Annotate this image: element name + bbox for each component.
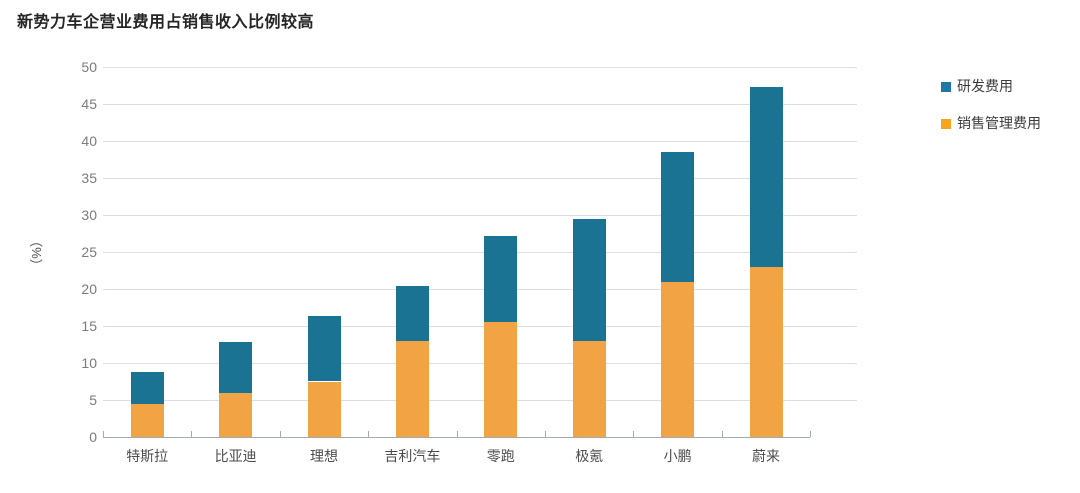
bar-segment-销售管理费用 <box>661 281 695 437</box>
x-axis-tick <box>721 431 723 437</box>
gridline <box>103 400 857 401</box>
x-axis-label: 比亚迪 <box>214 448 257 464</box>
y-tick-label: 15 <box>81 318 97 334</box>
gridline <box>103 178 857 179</box>
legend-label: 销售管理费用 <box>957 115 1041 131</box>
gridline <box>103 215 857 216</box>
x-axis-tick <box>279 431 281 437</box>
y-tick-label: 30 <box>81 207 97 223</box>
y-tick-label: 5 <box>89 392 97 408</box>
x-axis-label: 理想 <box>310 448 338 464</box>
x-axis-tick <box>810 431 812 437</box>
y-tick-label: 45 <box>81 96 97 112</box>
bar-segment-销售管理费用 <box>484 322 518 437</box>
y-tick-label: 20 <box>81 281 97 297</box>
x-axis-label: 小鹏 <box>663 448 692 464</box>
x-axis-tick <box>103 431 104 437</box>
gridline <box>103 67 857 68</box>
y-tick-label: 0 <box>89 429 97 445</box>
bar-segment-研发费用 <box>219 342 253 393</box>
x-axis-line <box>103 437 810 438</box>
bar-segment-研发费用 <box>130 371 164 404</box>
y-tick-label: 35 <box>81 170 97 186</box>
gridline <box>103 326 857 327</box>
bar-segment-研发费用 <box>749 86 783 267</box>
gridline <box>103 104 857 105</box>
y-tick-label: 40 <box>81 133 97 149</box>
bar-segment-销售管理费用 <box>219 392 253 437</box>
bar-segment-研发费用 <box>484 235 518 323</box>
bar-segment-研发费用 <box>395 286 429 341</box>
gridline <box>103 363 857 364</box>
y-tick-label: 10 <box>81 355 97 371</box>
legend-label: 研发费用 <box>957 78 1013 94</box>
x-axis-tick <box>456 431 458 437</box>
bar-segment-研发费用 <box>307 315 341 382</box>
bar-segment-销售管理费用 <box>749 266 783 437</box>
y-tick-label: 50 <box>81 59 97 75</box>
bar-segment-销售管理费用 <box>395 340 429 437</box>
legend-swatch <box>941 81 951 92</box>
x-axis-tick <box>633 431 635 437</box>
x-axis-tick <box>545 431 546 437</box>
bar-segment-销售管理费用 <box>572 340 606 437</box>
x-axis-tick <box>368 431 370 437</box>
x-axis-label: 极氪 <box>575 448 604 464</box>
bar-segment-销售管理费用 <box>307 381 341 437</box>
x-axis-label: 零跑 <box>486 448 515 464</box>
x-axis-tick <box>191 431 193 437</box>
gridline <box>103 141 857 142</box>
x-axis-label: 吉利汽车 <box>384 448 441 464</box>
chart-title: 新势力车企营业费用占销售收入比例较高 <box>17 14 315 31</box>
bar-segment-研发费用 <box>572 218 606 341</box>
y-axis-title: （%） <box>29 234 44 272</box>
y-tick-label: 25 <box>81 244 97 260</box>
gridline <box>103 252 857 253</box>
x-axis-label: 特斯拉 <box>126 448 169 464</box>
gridline <box>103 289 857 290</box>
legend-item: 研发费用 <box>941 79 1013 94</box>
legend-swatch <box>941 118 951 129</box>
legend-item: 销售管理费用 <box>941 116 1041 131</box>
bar-segment-销售管理费用 <box>130 403 164 437</box>
bar-segment-研发费用 <box>661 152 695 282</box>
x-axis-label: 蔚来 <box>752 448 780 464</box>
